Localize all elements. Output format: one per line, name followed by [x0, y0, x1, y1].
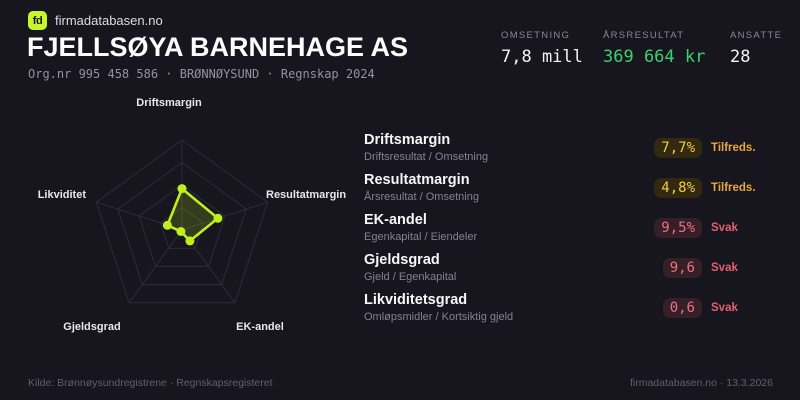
- metric-value-badge: 0,6: [662, 298, 702, 318]
- metrics-panel: Driftsmargin Driftsresultat / Omsetning …: [364, 131, 773, 324]
- metric-value-badge: 9,6: [662, 258, 702, 278]
- radar-chart: Driftsmargin Resultatmargin EK-andel Gjelds…: [38, 97, 347, 333]
- radar-axis-label: EK-andel: [236, 321, 284, 333]
- metric-rating: Tilfreds.: [711, 142, 756, 154]
- stat-label: ANSATTE: [730, 30, 783, 41]
- metric-value-badge: 4,8%: [654, 178, 702, 198]
- stat-label: OMSETNING: [501, 30, 571, 41]
- radar-grid-ring: [95, 139, 269, 304]
- stat-label: ÅRSRESULTAT: [603, 30, 685, 41]
- metric-row-likviditetsgrad: Likviditetsgrad Omløpsmidler / Kortsikti…: [364, 291, 773, 324]
- stat-value: 369 664 kr: [603, 47, 706, 67]
- metric-rating: Svak: [711, 302, 738, 314]
- radar-data-point: [177, 184, 187, 194]
- radar-data-point: [162, 220, 172, 230]
- metric-formula: Egenkapital / Eiendeler: [364, 231, 478, 244]
- radar-axis-label: Resultatmargin: [266, 189, 346, 201]
- org-subtitle: Org.nr 995 458 586 · BRØNNØYSUND · Regns…: [28, 67, 375, 81]
- metric-value-badge: 7,7%: [654, 138, 702, 158]
- radar-axis-label: Driftsmargin: [136, 97, 202, 109]
- radar-axis-line: [128, 229, 183, 304]
- stat-value: 28: [730, 47, 751, 67]
- metric-rating: Svak: [711, 222, 738, 234]
- radar-data-point: [185, 236, 195, 246]
- footer-site-date: firmadatabasen.no · 13.3.2026: [629, 377, 773, 389]
- metric-formula: Årsresultat / Omsetning: [364, 191, 479, 204]
- stat-value: 7,8 mill: [501, 47, 583, 67]
- radar-grid-ring: [138, 184, 226, 267]
- radar-data-point: [176, 227, 186, 236]
- metric-name: EK-andel: [364, 211, 427, 228]
- footer-source: Kilde: Brønnøysundregistrene · Regnskaps…: [28, 377, 273, 389]
- metric-formula: Driftsresultat / Omsetning: [364, 151, 489, 164]
- metric-name: Driftsmargin: [364, 131, 451, 148]
- site-name[interactable]: firmadatabasen.no: [55, 13, 163, 28]
- radar-axis-line: [181, 201, 268, 231]
- brand[interactable]: fd firmadatabasen.no: [28, 11, 163, 30]
- metric-row-gjeldsgrad: Gjeldsgrad Gjeld / Egenkapital 9,6 Svak: [364, 251, 773, 284]
- metric-rating: Svak: [711, 262, 738, 274]
- radar-grid-ring: [117, 161, 247, 286]
- fd-logo-icon[interactable]: fd: [28, 11, 47, 30]
- stat-ansatte: ANSATTE 28: [730, 30, 782, 67]
- metric-formula: Omløpsmidler / Kortsiktig gjeld: [364, 311, 514, 324]
- radar-axis-label: Gjeldsgrad: [63, 321, 120, 333]
- radar-data-point: [213, 213, 223, 223]
- radar-axis-label: Likviditet: [38, 189, 87, 201]
- metric-row-resultatmargin: Resultatmargin Årsresultat / Omsetning 4…: [364, 171, 773, 204]
- metric-row-driftsmargin: Driftsmargin Driftsresultat / Omsetning …: [364, 131, 773, 164]
- metric-value-badge: 9,5%: [654, 218, 702, 238]
- radar-grid-ring: [160, 206, 204, 249]
- metric-name: Likviditetsgrad: [364, 291, 468, 308]
- radar-data-polygon: [166, 187, 220, 243]
- metric-formula: Gjeld / Egenkapital: [364, 271, 457, 284]
- metric-name: Gjeldsgrad: [364, 251, 440, 268]
- stat-omsetning: OMSETNING 7,8 mill: [501, 30, 583, 67]
- metric-row-ek-andel: EK-andel Egenkapital / Eiendeler 9,5% Sv…: [364, 211, 773, 244]
- metric-name: Resultatmargin: [364, 171, 470, 188]
- page-title: FJELLSØYA BARNEHAGE AS: [27, 32, 409, 62]
- stat-arsresultat: ÅRSRESULTAT 369 664 kr: [603, 30, 705, 67]
- metric-rating: Tilfreds.: [711, 182, 756, 194]
